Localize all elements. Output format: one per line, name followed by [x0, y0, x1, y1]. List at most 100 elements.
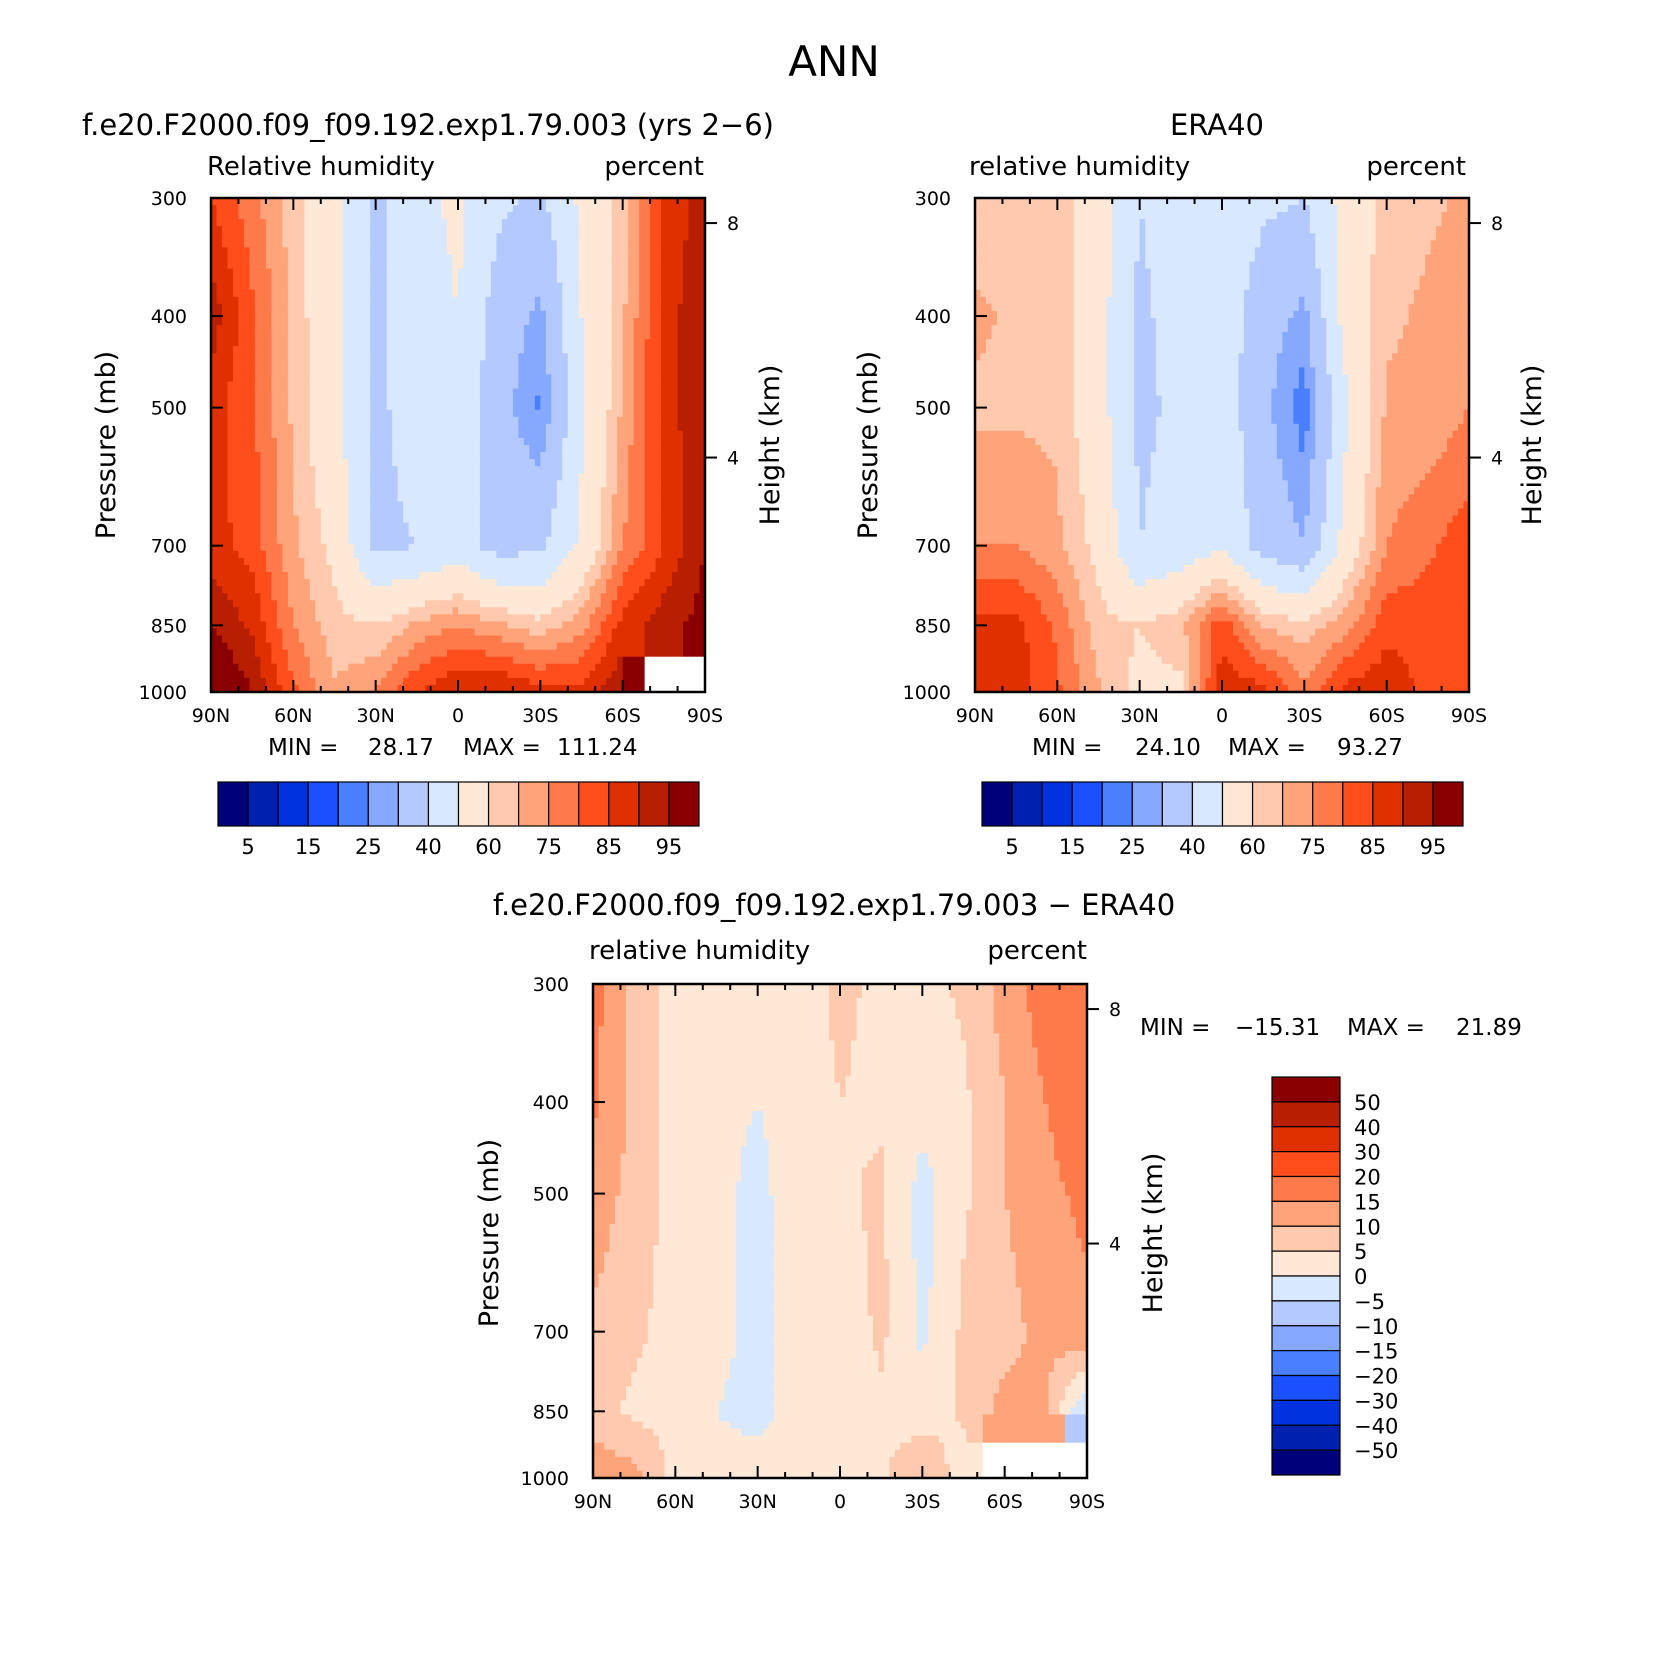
contour-cell — [447, 198, 454, 206]
contour-cell — [216, 275, 223, 284]
contour-cell — [639, 480, 646, 488]
contour-cell — [683, 247, 690, 256]
contour-cell — [381, 543, 388, 552]
contour-cell — [403, 395, 410, 404]
contour-cell — [545, 339, 552, 347]
contour-cell — [331, 310, 338, 319]
contour-cell — [337, 325, 344, 333]
contour-cell — [595, 360, 602, 368]
contour-cell — [595, 226, 602, 234]
contour-cell — [452, 550, 459, 559]
contour-cell — [661, 473, 668, 481]
contour-cell — [386, 529, 393, 538]
contour-cell — [260, 487, 267, 495]
contour-cell — [243, 543, 251, 552]
contour-cell — [611, 289, 618, 298]
contour-cell — [666, 198, 673, 206]
contour-cell — [375, 332, 382, 340]
contour-cell — [315, 275, 322, 284]
contour-cell — [447, 564, 454, 573]
contour-cell — [639, 226, 646, 234]
contour-cell — [232, 261, 240, 270]
contour-cell — [661, 536, 668, 545]
contour-cell — [655, 198, 662, 206]
contour-cell — [315, 557, 322, 566]
contour-cell — [628, 233, 635, 241]
contour-cell — [276, 219, 283, 227]
contour-cell — [452, 416, 459, 425]
contour-cell — [551, 219, 558, 227]
contour-cell — [595, 381, 602, 390]
contour-cell — [622, 339, 629, 347]
contour-cell — [518, 466, 525, 474]
contour-cell — [688, 289, 695, 298]
contour-cell — [639, 367, 646, 376]
contour-cell — [331, 494, 338, 503]
contour-cell — [573, 374, 580, 383]
contour-cell — [282, 247, 289, 256]
contour-cell — [606, 310, 613, 319]
contour-cell — [309, 317, 316, 326]
contour-cell — [425, 445, 432, 453]
contour-cell — [584, 289, 591, 298]
contour-cell — [320, 480, 327, 488]
contour-cell — [540, 254, 547, 263]
contour-cell — [298, 543, 305, 552]
contour-cell — [227, 586, 234, 594]
contour-cell — [353, 205, 360, 213]
contour-cell — [227, 572, 234, 580]
contour-cell — [441, 529, 448, 538]
contour-cell — [287, 240, 294, 248]
contour-cell — [331, 268, 338, 277]
contour-cell — [650, 339, 657, 347]
contour-cell — [677, 572, 684, 580]
contour-cell — [260, 452, 267, 460]
contour-cell — [309, 353, 316, 361]
contour-cell — [232, 254, 240, 263]
contour-cell — [578, 579, 585, 587]
contour-cell — [227, 501, 234, 510]
contour-cell — [551, 501, 558, 510]
contour-cell — [331, 226, 338, 234]
contour-cell — [430, 317, 437, 326]
contour-cell — [523, 522, 530, 531]
contour-cell — [529, 430, 536, 439]
contour-cell — [600, 437, 607, 446]
contour-cell — [403, 522, 410, 531]
contour-cell — [425, 289, 432, 298]
contour-cell — [293, 303, 300, 312]
contour-cell — [414, 557, 421, 566]
contour-cell — [392, 564, 399, 573]
contour-cell — [474, 360, 481, 368]
contour-cell — [474, 339, 481, 347]
contour-cell — [556, 353, 563, 361]
contour-cell — [430, 395, 437, 404]
contour-cell — [260, 579, 267, 587]
contour-cell — [639, 325, 646, 333]
contour-cell — [611, 261, 618, 270]
contour-cell — [463, 198, 470, 206]
contour-cell — [458, 240, 465, 248]
contour-cell — [688, 459, 695, 467]
contour-cell — [545, 332, 552, 340]
contour-cell — [512, 332, 519, 340]
contour-cell — [545, 522, 552, 531]
contour-cell — [562, 543, 569, 552]
contour-cell — [578, 572, 585, 580]
contour-cell — [430, 473, 437, 481]
contour-cell — [342, 409, 349, 418]
contour-cell — [386, 198, 393, 206]
contour-cell — [298, 529, 305, 538]
contour-cell — [562, 247, 569, 256]
contour-cell — [639, 452, 646, 460]
contour-cell — [540, 437, 547, 446]
contour-cell — [320, 198, 327, 206]
contour-cell — [359, 353, 366, 361]
contour-cell — [425, 275, 432, 284]
contour-cell — [463, 254, 470, 263]
contour-cell — [644, 233, 651, 241]
contour-cell — [430, 261, 437, 270]
contour-cell — [304, 522, 311, 531]
contour-cell — [282, 445, 289, 453]
contour-cell — [276, 508, 283, 517]
